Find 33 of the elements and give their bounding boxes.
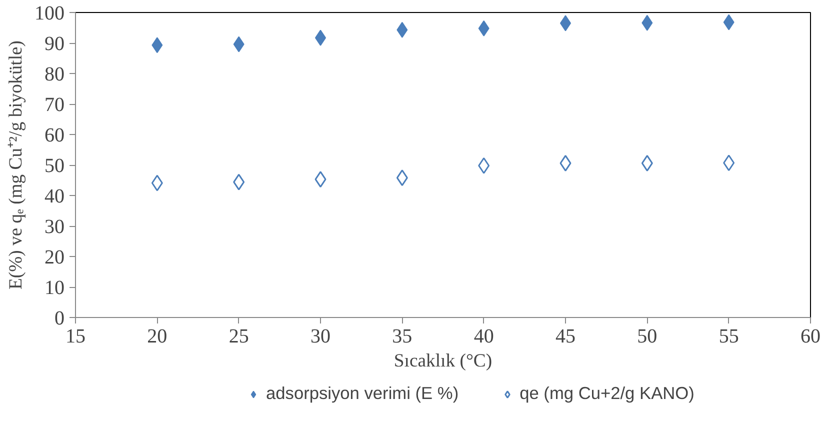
x-tick-label: 30: [310, 326, 330, 348]
x-tick-label: 60: [800, 326, 820, 348]
y-tick-label: 80: [44, 64, 64, 86]
x-tick-label: 55: [718, 326, 739, 348]
x-tick-label: 35: [392, 326, 412, 348]
x-tick-label: 15: [66, 326, 86, 348]
point: [641, 154, 653, 172]
y-tick-label: 60: [44, 124, 64, 146]
x-tick-label: 20: [147, 326, 168, 348]
x-axis-title: Sıcaklık (°C): [394, 350, 492, 372]
x-tick-label: 25: [228, 326, 249, 348]
point: [151, 174, 163, 192]
legend-label: adsorpsiyon verimi (E %): [266, 383, 459, 404]
legend-label: qe (mg Cu+2/g KANO): [520, 383, 694, 404]
y-tick-label: 70: [44, 94, 64, 116]
y-tick-label: 90: [44, 33, 64, 55]
y-tick-label: 30: [44, 216, 64, 238]
x-tick-label: 50: [637, 326, 658, 348]
point: [233, 174, 245, 190]
y-tick-label: 100: [34, 2, 64, 24]
y-tick-label: 0: [54, 308, 64, 330]
y-axis-title: E(%) ve qₑ (mg Cu⁺²/g biyokütle): [6, 40, 26, 290]
point: [723, 154, 735, 172]
point: [314, 171, 326, 188]
point: [560, 154, 572, 172]
y-tick-label: 40: [44, 186, 64, 208]
point: [478, 157, 490, 174]
x-tick-label: 40: [474, 326, 494, 348]
x-tick-label: 45: [556, 326, 576, 348]
point: [396, 170, 408, 186]
y-tick-label: 20: [44, 246, 64, 268]
y-tick-label: 50: [44, 155, 64, 177]
y-tick-label: 10: [44, 277, 64, 299]
